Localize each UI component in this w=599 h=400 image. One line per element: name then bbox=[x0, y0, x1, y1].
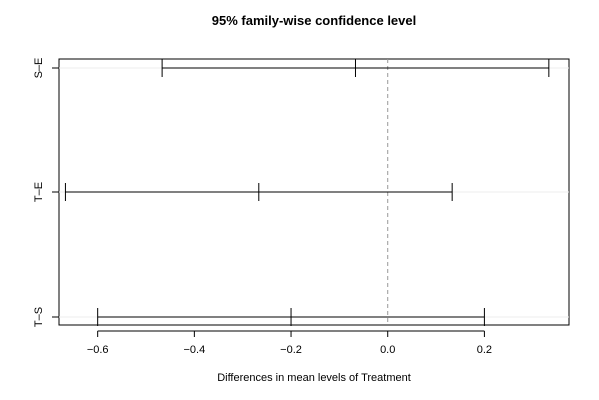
ci-1 bbox=[161, 59, 550, 77]
x-axis-ticks: −0.6 −0.4 −0.2 0.0 0.2 bbox=[87, 331, 492, 356]
x-tick-label: −0.6 bbox=[87, 344, 109, 356]
x-tick-label: −0.4 bbox=[183, 344, 205, 356]
ci-2 bbox=[64, 183, 453, 201]
confidence-intervals bbox=[64, 59, 550, 326]
y-tick-label: T–E bbox=[33, 182, 45, 202]
chart-title: 95% family-wise confidence level bbox=[212, 13, 416, 28]
x-tick-label: −0.2 bbox=[280, 344, 302, 356]
x-axis-label: Differences in mean levels of Treatment bbox=[217, 372, 411, 384]
ci-3 bbox=[97, 308, 485, 326]
x-tick-label: 0.2 bbox=[477, 344, 492, 356]
y-tick-label: T–S bbox=[33, 307, 45, 327]
x-tick-label: 0.0 bbox=[380, 344, 395, 356]
y-axis-ticks: S–E T–E T–S bbox=[33, 58, 59, 327]
y-tick-label: S–E bbox=[33, 58, 45, 79]
